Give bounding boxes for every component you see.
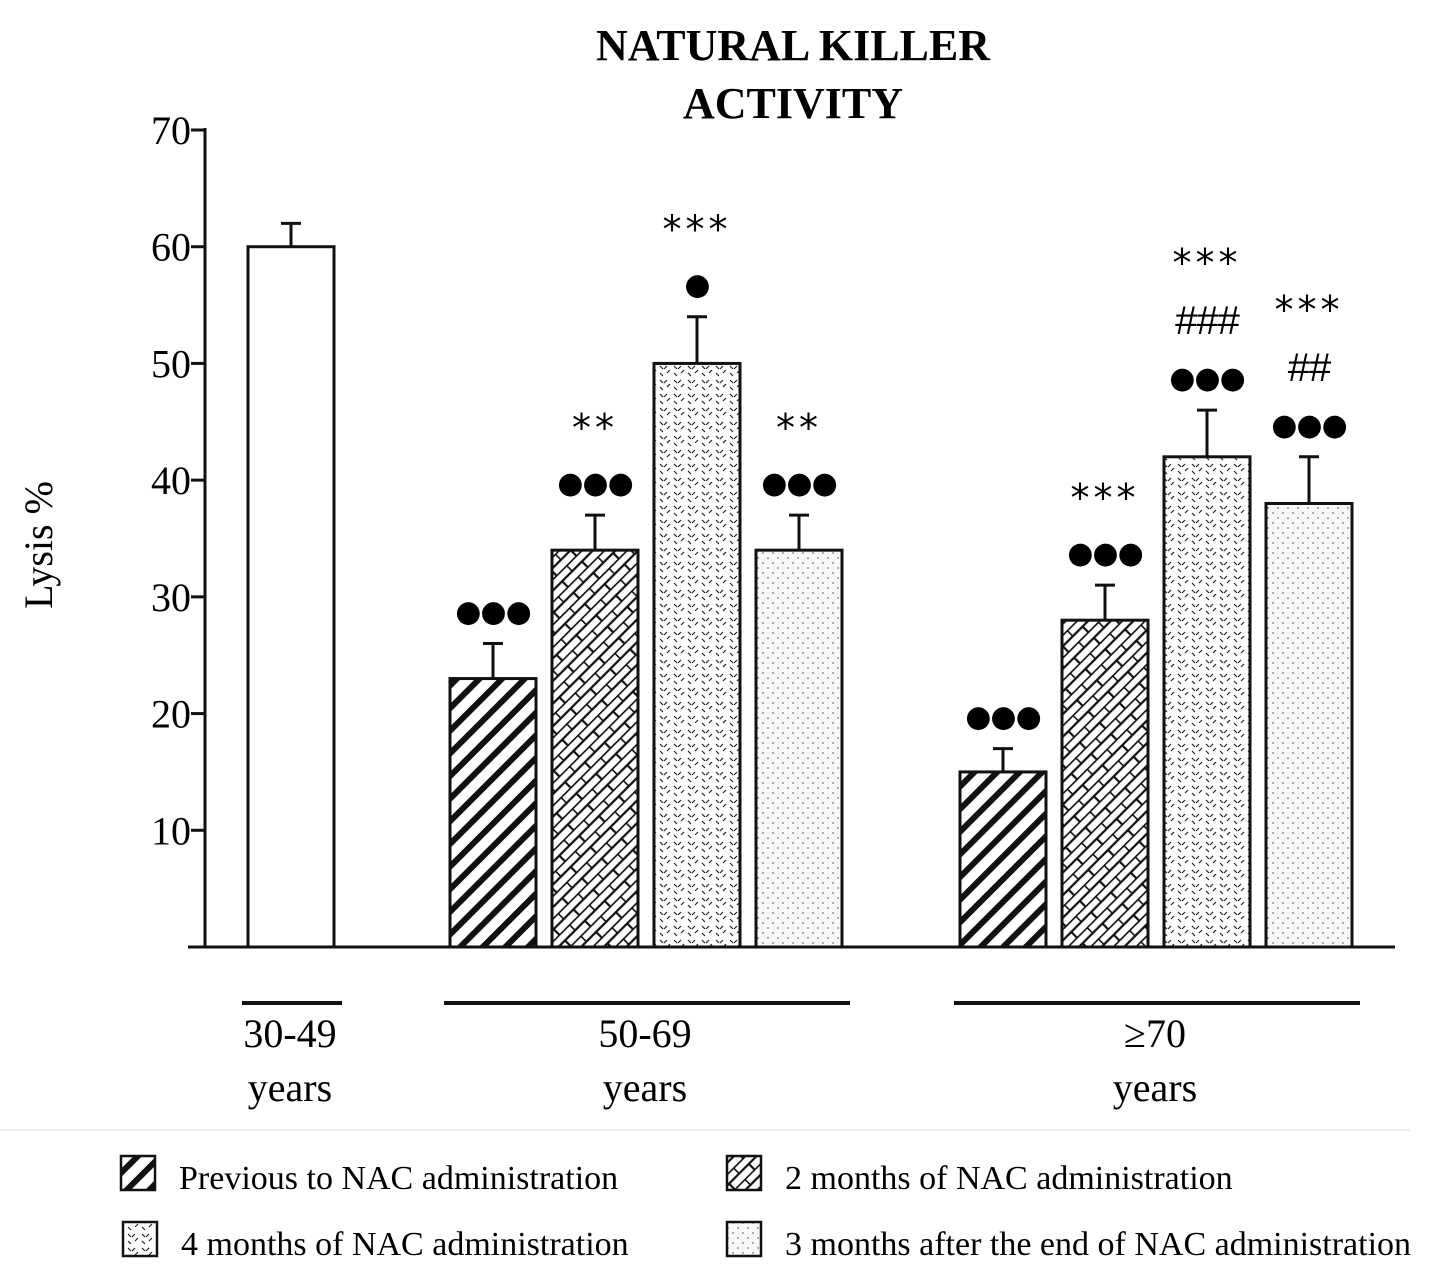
bar	[754, 548, 844, 949]
significance-stars: ***	[1173, 241, 1242, 285]
legend-swatch	[121, 1220, 159, 1258]
significance-stars: ***	[1275, 288, 1344, 332]
group-label: 30-49	[243, 1011, 336, 1056]
legend-label: 2 months of NAC administration	[785, 1160, 1233, 1197]
legend-label: 4 months of NAC administration	[181, 1226, 629, 1263]
chart-title-line: NATURAL KILLER	[596, 21, 991, 70]
significance-stars: **	[572, 406, 618, 450]
legend-swatch	[725, 1154, 763, 1192]
bars: ●●● ●●● ** ● *** ●●● ** ●●● ●●● *** ●●● ### *** ●●● ##…	[246, 208, 1354, 949]
significance-stars: ***	[663, 208, 732, 252]
significance-stars: ***	[1071, 476, 1140, 520]
significance-dots: ●●●	[455, 595, 531, 630]
bar	[448, 677, 538, 949]
legend-swatch	[725, 1220, 763, 1258]
legend-label: Previous to NAC administration	[179, 1160, 618, 1197]
y-tick-label: 70	[151, 108, 191, 153]
significance-dots: ●●●	[761, 466, 837, 501]
group-label: 50-69	[598, 1011, 691, 1056]
bar	[246, 245, 336, 949]
significance-hash: ##	[1288, 346, 1332, 390]
group-label: years	[603, 1065, 687, 1110]
group-labels: 30-49 years 50-69 years ≥70 years	[242, 1001, 1360, 1110]
significance-dots: ●●●	[1169, 361, 1245, 396]
y-tick-label: 10	[151, 808, 191, 853]
bar	[1060, 618, 1150, 949]
bar	[958, 770, 1048, 949]
y-axis: 10 20 30 40 50 60 70 Lysis %	[16, 108, 1395, 949]
legend-label: 3 months after the end of NAC administra…	[785, 1226, 1411, 1263]
group-label: years	[1113, 1065, 1197, 1110]
legend: Previous to NAC administration 2 months o…	[119, 1154, 1411, 1263]
significance-dots: ●●●	[1271, 408, 1347, 443]
y-axis-label: Lysis %	[16, 481, 61, 609]
legend-swatch	[119, 1154, 157, 1192]
significance-hash: ###	[1175, 299, 1240, 343]
significance-dots: ●●●	[1067, 536, 1143, 571]
chart-title: NATURAL KILLER ACTIVITY	[596, 21, 991, 128]
bar	[652, 361, 742, 949]
chart-title-line: ACTIVITY	[683, 79, 903, 128]
group-label: ≥70	[1124, 1011, 1186, 1056]
bar	[1264, 501, 1354, 949]
significance-dots: ●●●	[557, 466, 633, 501]
y-tick-label: 60	[151, 225, 191, 270]
bar	[1162, 455, 1252, 949]
bar	[550, 548, 640, 949]
group-label: years	[248, 1065, 332, 1110]
y-tick-label: 50	[151, 341, 191, 386]
significance-stars: **	[776, 406, 822, 450]
significance-dots: ●	[684, 268, 709, 303]
y-tick-label: 40	[151, 458, 191, 503]
y-tick-label: 30	[151, 575, 191, 620]
y-tick-label: 20	[151, 692, 191, 737]
significance-dots: ●●●	[965, 700, 1041, 735]
